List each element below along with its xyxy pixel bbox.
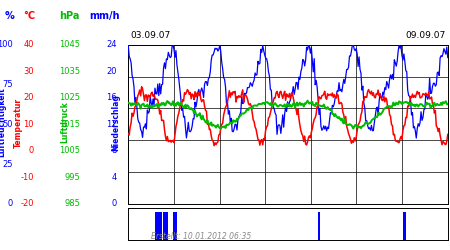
Text: 100: 100: [0, 40, 13, 50]
Bar: [155, 212, 158, 240]
Text: 75: 75: [2, 80, 13, 89]
Text: -20: -20: [20, 199, 34, 208]
Text: 09.09.07: 09.09.07: [405, 30, 446, 40]
Bar: [163, 212, 166, 240]
Bar: [173, 212, 176, 240]
Text: 1045: 1045: [59, 40, 80, 50]
Bar: [158, 212, 160, 240]
Text: 1035: 1035: [59, 67, 80, 76]
Bar: [159, 212, 162, 240]
Text: 4: 4: [112, 173, 117, 182]
Text: 16: 16: [106, 94, 117, 102]
Text: 8: 8: [112, 146, 117, 155]
Text: 50: 50: [2, 120, 13, 129]
Text: 1015: 1015: [59, 120, 80, 129]
Text: 1025: 1025: [59, 94, 80, 102]
Text: °C: °C: [23, 11, 35, 21]
Text: 24: 24: [107, 40, 117, 50]
Text: %: %: [5, 11, 15, 21]
Text: 40: 40: [23, 40, 34, 50]
Text: 03.09.07: 03.09.07: [130, 30, 171, 40]
Text: 20: 20: [23, 94, 34, 102]
Bar: [165, 212, 168, 240]
Text: 0: 0: [28, 146, 34, 155]
Text: 995: 995: [64, 173, 80, 182]
Text: mm/h: mm/h: [89, 11, 120, 21]
Text: 0: 0: [7, 199, 13, 208]
Text: 12: 12: [107, 120, 117, 129]
Text: 1005: 1005: [59, 146, 80, 155]
Text: -10: -10: [20, 173, 34, 182]
Bar: [403, 212, 406, 240]
Text: 985: 985: [64, 199, 80, 208]
Text: Erstellt: 10.01.2012 06:35: Erstellt: 10.01.2012 06:35: [151, 232, 251, 241]
Text: 30: 30: [23, 67, 34, 76]
Text: hPa: hPa: [59, 11, 80, 21]
Text: Temperatur: Temperatur: [14, 98, 22, 148]
Text: Luftfeuchtigkeit: Luftfeuchtigkeit: [0, 88, 6, 158]
Bar: [175, 212, 177, 240]
Text: 0: 0: [112, 199, 117, 208]
Text: 25: 25: [2, 160, 13, 168]
Text: 10: 10: [23, 120, 34, 129]
Text: 20: 20: [107, 67, 117, 76]
Bar: [318, 212, 320, 240]
Text: Niederschlag: Niederschlag: [112, 94, 121, 151]
Text: Luftdruck: Luftdruck: [61, 102, 70, 143]
